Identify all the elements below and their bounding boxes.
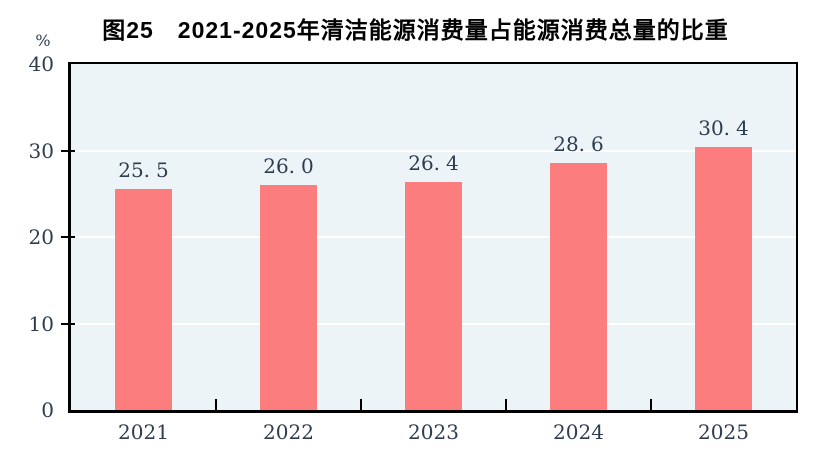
y-axis-tick-label-30: 30: [28, 138, 54, 163]
bar-value-label-2021: 25. 5: [99, 158, 189, 182]
x-axis-tick: [650, 399, 652, 410]
bar-2021: [115, 189, 172, 410]
bar-value-label-2024: 28. 6: [534, 132, 624, 156]
x-axis-tick-label-2024: 2024: [553, 420, 604, 444]
bar-2024: [550, 162, 607, 410]
bar-value-label-2022: 26. 0: [244, 154, 334, 178]
plot-area: 25. 5 26. 0 26. 4 28. 6 30. 4: [68, 62, 798, 413]
gridline-30: [71, 149, 796, 152]
y-axis-tick: [61, 236, 75, 238]
x-axis-tick: [505, 399, 507, 410]
x-axis-tick: [360, 399, 362, 410]
value-fraction-part: 4: [736, 116, 749, 141]
value-integer-part: 28.: [553, 131, 586, 156]
x-axis-tick-label-2023: 2023: [408, 420, 459, 444]
x-axis-tick-label-2025: 2025: [698, 420, 749, 444]
y-axis-tick-label-10: 10: [28, 311, 54, 336]
y-axis-tick-label-0: 0: [41, 398, 54, 422]
x-axis-tick: [215, 399, 217, 410]
value-fraction-part: 4: [446, 150, 459, 175]
y-axis-tick: [61, 322, 75, 325]
bar-2023: [405, 181, 462, 410]
x-axis-tick-label-2022: 2022: [263, 420, 314, 444]
value-fraction-part: 6: [591, 131, 604, 156]
y-axis-tick: [61, 149, 75, 152]
y-axis-tick-label-20: 20: [28, 225, 54, 249]
x-axis-tick-label-2021: 2021: [118, 420, 169, 444]
value-fraction-part: 0: [301, 154, 314, 179]
value-integer-part: 26.: [408, 150, 441, 175]
value-integer-part: 26.: [263, 154, 296, 179]
chart-title: 图25 2021-2025年清洁能源消费量占能源消费总量的比重: [102, 17, 729, 43]
y-axis-unit-label: %: [35, 31, 51, 50]
bar-2025: [695, 147, 752, 410]
value-fraction-part: 5: [156, 158, 169, 183]
bar-2022: [260, 185, 317, 410]
value-integer-part: 30.: [698, 116, 731, 141]
bar-value-label-2025: 30. 4: [679, 116, 769, 140]
y-axis-tick-label-40: 40: [28, 52, 54, 76]
bar-value-label-2023: 26. 4: [389, 151, 479, 175]
value-integer-part: 25.: [118, 158, 151, 183]
